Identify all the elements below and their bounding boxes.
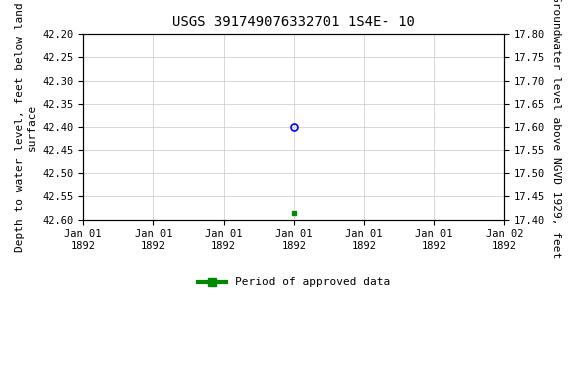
Legend: Period of approved data: Period of approved data <box>194 273 394 292</box>
Title: USGS 391749076332701 1S4E- 10: USGS 391749076332701 1S4E- 10 <box>172 15 415 29</box>
Y-axis label: Groundwater level above NGVD 1929, feet: Groundwater level above NGVD 1929, feet <box>551 0 561 258</box>
Y-axis label: Depth to water level, feet below land
surface: Depth to water level, feet below land su… <box>15 2 37 252</box>
